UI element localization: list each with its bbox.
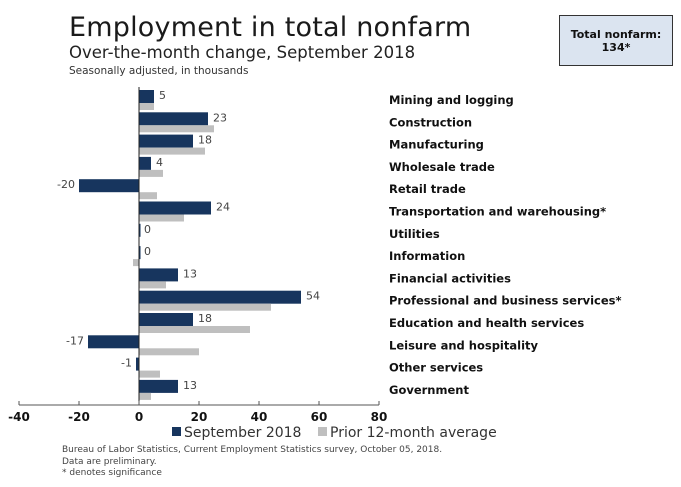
bar-prior-average [139,147,205,155]
footer-source: Bureau of Labor Statistics, Current Empl… [62,445,443,455]
category-label: Information [389,249,465,263]
bar-prior-average [139,370,160,378]
bar-september [139,223,141,237]
data-label: 4 [156,156,163,169]
data-label: -20 [57,178,75,191]
bar-prior-average [139,125,214,133]
category-labels: Mining and logging Construction Manufactur… [389,93,622,397]
data-label: 18 [198,312,212,325]
footer: Bureau of Labor Statistics, Current Empl… [62,445,442,480]
category-label: Utilities [389,227,440,241]
legend: September 2018 Prior 12-month average [172,425,497,441]
bar-prior-average [139,103,154,110]
total-nonfarm-label: Total nonfarm: [570,28,662,41]
data-label: 24 [216,201,230,214]
chart-subtitle: Over-the-month change, September 2018 [69,43,416,62]
total-nonfarm-box: Total nonfarm: 134* [559,15,673,66]
data-label: -1 [121,357,132,370]
bar-september [139,134,193,148]
category-label: Transportation and warehousing* [389,205,606,219]
bar-september [139,246,141,260]
total-nonfarm-value: 134* [601,41,631,54]
bar-september [136,357,139,371]
chart-title: Employment in total nonfarm [69,12,472,43]
data-label: 13 [183,267,197,280]
data-label: -17 [66,334,84,347]
x-tick-label: -40 [8,410,30,424]
x-tick-label: 80 [371,410,388,424]
bar-prior-average [139,326,250,333]
bar-september [139,112,208,126]
bar-prior-average [139,214,184,222]
x-tick-label: 60 [311,410,328,424]
x-tick-label: 40 [251,410,268,424]
category-label: Retail trade [389,182,466,196]
category-label: Other services [389,361,483,375]
data-label: 18 [198,134,212,147]
bar-september [139,156,151,170]
bar-prior-average [139,392,151,400]
data-label: 0 [144,223,151,236]
category-label: Wholesale trade [389,160,495,174]
bar-september [139,290,301,304]
chart-note: Seasonally adjusted, in thousands [69,65,249,77]
bar-prior-average [139,169,163,177]
x-tick-label: -20 [68,410,90,424]
category-label: Professional and business services* [389,294,622,308]
bar-september [88,335,139,349]
bar-september [139,90,154,103]
category-label: Government [389,383,469,397]
bar-prior-average [139,281,166,289]
category-label: Mining and logging [389,93,514,107]
category-label: Manufacturing [389,138,484,152]
bar-september [139,201,211,215]
x-axis: -40 -20 0 20 40 60 80 [8,87,387,424]
legend-label-september: September 2018 [184,425,301,441]
bar-september [79,179,139,193]
category-label: Financial activities [389,271,511,285]
data-label: 13 [183,379,197,392]
x-tick-label: 20 [191,410,208,424]
bar-prior-average [139,303,271,311]
footer-significance: * denotes significance [62,468,162,478]
data-label: 54 [306,290,320,303]
bar-prior-average [133,259,139,267]
footer-preliminary: Data are preliminary. [62,456,157,467]
category-label: Education and health services [389,316,584,330]
legend-label-prior-average: Prior 12-month average [330,425,497,441]
bar-prior-average [139,192,157,200]
legend-swatch-prior-average [318,427,327,436]
category-label: Leisure and hospitality [389,338,539,352]
bar-prior-average [139,348,199,356]
legend-swatch-september [172,427,181,436]
data-label: 23 [213,111,227,124]
bar-september [139,268,178,282]
data-label: 5 [159,89,166,102]
x-tick-label: 0 [135,410,143,424]
category-label: Construction [389,115,472,129]
data-label: 0 [144,245,151,258]
bar-september [139,379,178,393]
bar-september [139,313,193,326]
